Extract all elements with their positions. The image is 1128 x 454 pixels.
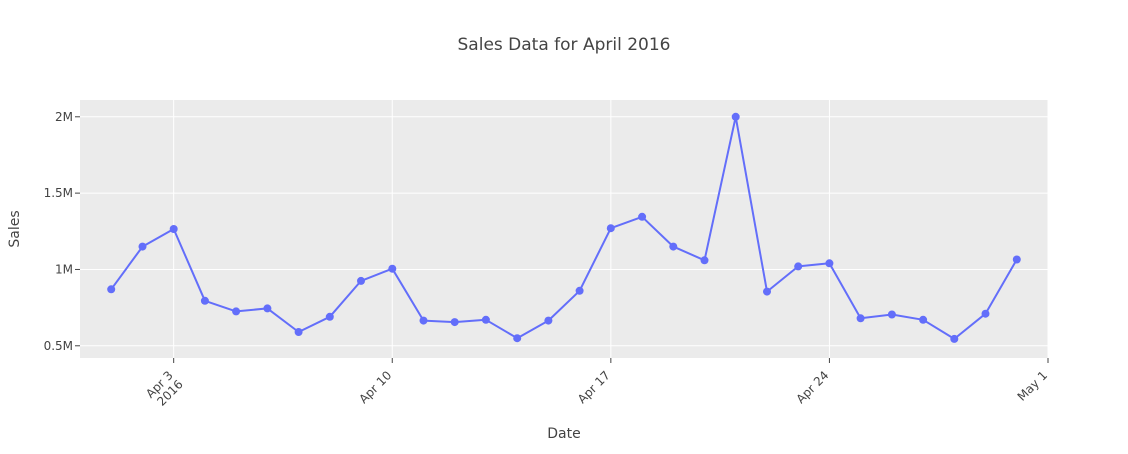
data-point (606, 224, 615, 233)
data-point (575, 286, 584, 295)
y-axis-title: Sales (7, 210, 23, 247)
series-line (110, 115, 1018, 340)
data-point (419, 316, 428, 325)
plot-background (80, 100, 1048, 358)
data-point (700, 256, 709, 265)
data-point (669, 242, 678, 251)
data-point (544, 316, 553, 325)
data-point (294, 328, 303, 336)
data-point (513, 334, 522, 343)
data-point (450, 318, 459, 327)
x-tick-label: May 1 (1015, 368, 1051, 404)
y-tick-label: 1M (55, 262, 73, 276)
series (107, 112, 1021, 343)
y-tick-label: 1.5M (44, 186, 73, 200)
data-point (1012, 255, 1021, 264)
grid (80, 100, 1049, 358)
data-point (107, 285, 116, 294)
data-point (981, 309, 990, 318)
data-point (232, 307, 241, 316)
data-point (638, 212, 647, 221)
data-point (825, 259, 834, 268)
data-point (731, 112, 740, 121)
x-tick-label: Apr 10 (356, 368, 394, 406)
data-point (388, 264, 397, 273)
data-point (950, 334, 959, 343)
data-point (919, 315, 928, 324)
x-tick-label: Apr 17 (575, 368, 613, 406)
data-point (325, 312, 334, 321)
chart-title: Sales Data for April 2016 (458, 35, 671, 55)
y-tick-label: 0.5M (44, 339, 73, 353)
data-point (200, 296, 209, 305)
data-point (794, 262, 803, 271)
data-point (763, 287, 771, 296)
x-tick-label: Apr 24 (793, 368, 831, 406)
data-point (357, 276, 365, 285)
data-point (263, 304, 272, 313)
data-point (138, 242, 147, 251)
data-point (481, 315, 490, 324)
data-point (856, 314, 865, 323)
data-point (169, 225, 178, 233)
x-axis-title: Date (547, 426, 580, 442)
data-point (887, 310, 896, 319)
y-tick-label: 2M (55, 110, 73, 124)
